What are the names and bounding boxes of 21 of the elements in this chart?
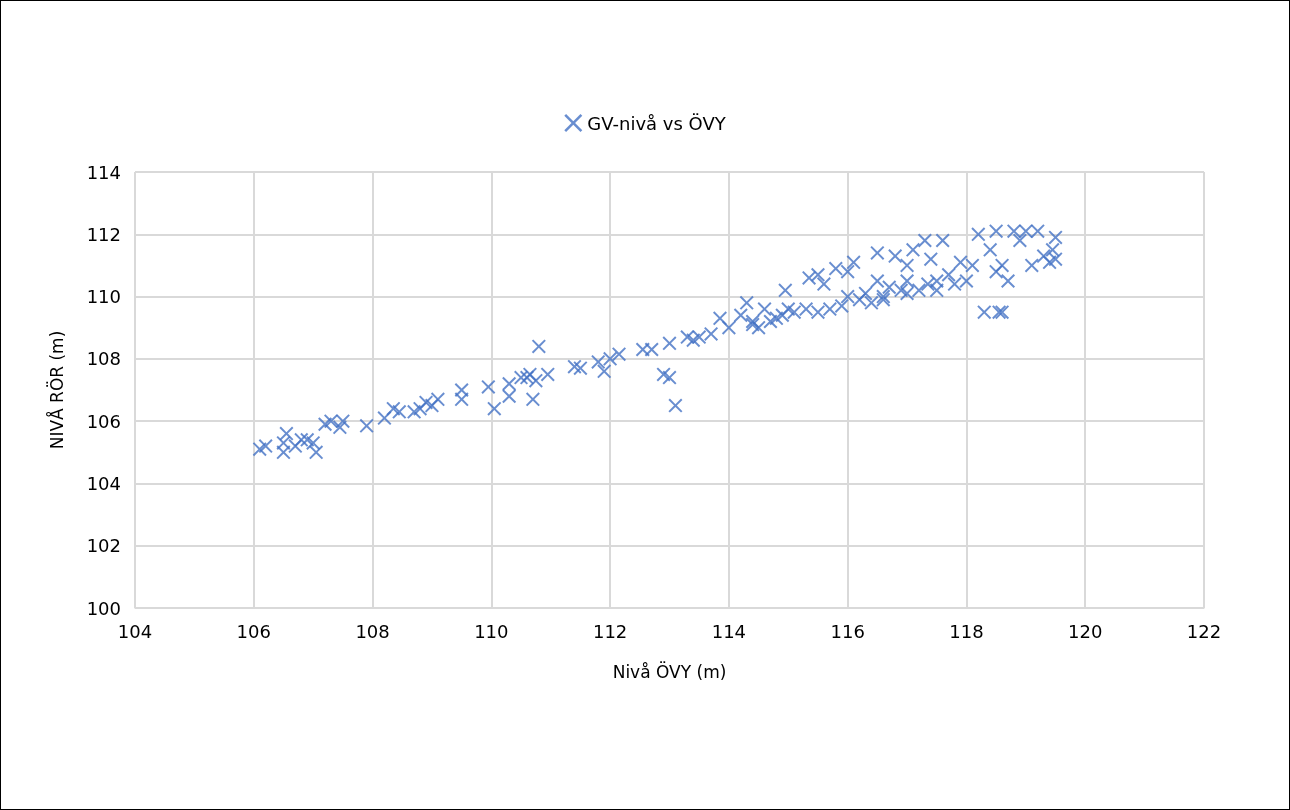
- x-tick-label: 118: [949, 620, 984, 642]
- x-tick-label: 106: [236, 620, 271, 642]
- x-tick-label: 108: [355, 620, 390, 642]
- y-tick-label: 110: [86, 286, 121, 308]
- x-tick-label: 122: [1186, 620, 1222, 642]
- x-tick-label: 112: [592, 620, 628, 642]
- legend-label: GV-nivå vs ÖVY: [587, 112, 727, 134]
- y-tick-label: 106: [86, 410, 121, 432]
- x-tick-label: 104: [117, 620, 153, 642]
- y-tick-label: 104: [86, 472, 121, 494]
- y-tick-label: 100: [86, 597, 121, 619]
- y-tick-label: 114: [86, 161, 121, 183]
- y-axis-title: NIVÅ RÖR (m): [45, 330, 67, 450]
- x-tick-label: 120: [1068, 620, 1103, 642]
- x-axis-title: Nivå ÖVY (m): [612, 660, 727, 682]
- y-tick-label: 108: [86, 348, 121, 370]
- y-tick-label: 102: [86, 535, 121, 557]
- x-tick-label: 116: [830, 620, 865, 642]
- y-tick-label: 112: [86, 223, 121, 245]
- x-tick-label: 110: [474, 620, 509, 642]
- x-tick-label: 114: [711, 620, 747, 642]
